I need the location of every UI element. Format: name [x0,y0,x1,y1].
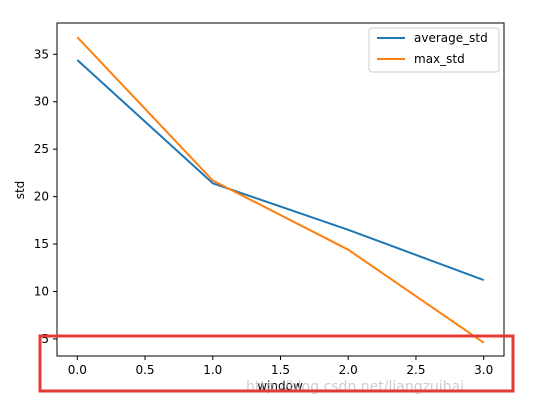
y-tick-label: 35 [34,47,49,61]
x-tick-label: 0.5 [135,363,154,377]
x-axis-ticks: 0.0 0.5 1.0 1.5 2.0 2.5 3.0 [68,356,493,377]
y-tick-label: 10 [34,284,49,298]
y-tick-label: 15 [34,237,49,251]
legend: average_std max_std [368,27,500,73]
y-tick-label: 25 [34,142,49,156]
legend-label-average-std: average_std [414,31,488,45]
x-tick-label: 1.0 [203,363,222,377]
x-tick-label: 3.0 [474,363,493,377]
y-tick-label: 20 [34,190,49,204]
x-tick-label: 2.5 [406,363,425,377]
highlight-box [38,334,515,393]
series-layer [76,36,485,344]
plot-area [56,22,505,357]
legend-label-max-std: max_std [414,52,465,66]
y-tick-label: 30 [34,95,49,109]
series-line-max-std [76,36,485,344]
y-axis-label: std [13,181,27,200]
y-tick-label: 5 [41,332,49,346]
series-line-average-std [76,59,485,282]
x-tick-label: 2.0 [339,363,358,377]
x-tick-label: 1.5 [271,363,290,377]
watermark-text: http://blog.csdn.net/liangzuihai [246,379,464,395]
y-axis-ticks: 5 10 15 20 25 30 35 [34,47,57,346]
x-tick-label: 0.0 [68,363,87,377]
